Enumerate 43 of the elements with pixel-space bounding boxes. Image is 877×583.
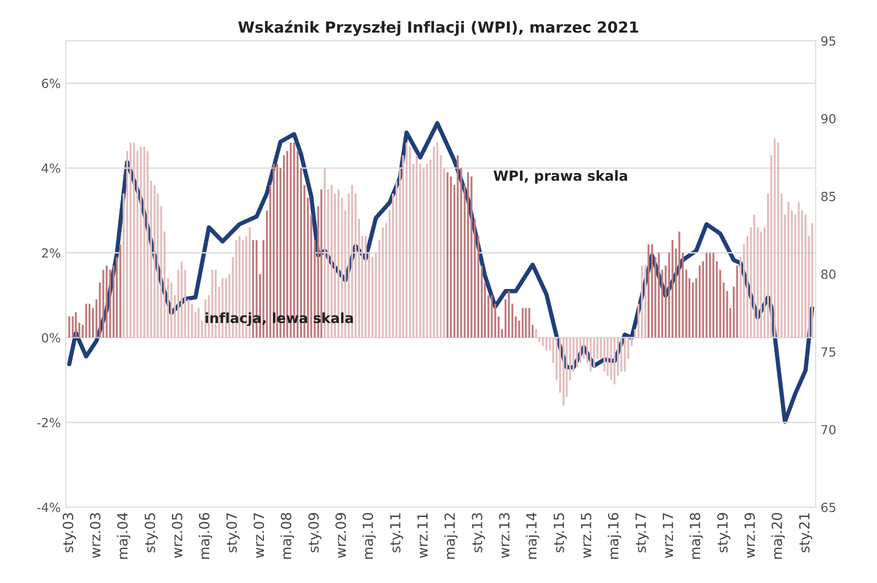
y-tick-label: 4% (42, 163, 60, 173)
x-tick-label: maj.10 (362, 512, 376, 559)
y-tick-label: -2% (37, 418, 60, 428)
y2-tick-label: 65 (821, 502, 836, 512)
y-tick-label: 6% (42, 78, 60, 88)
y-tick-label: 0% (42, 333, 60, 343)
x-tick-label: sty.19 (717, 513, 730, 552)
x-tick-label: wrz.09 (335, 513, 346, 558)
x-tick-label: sty.03 (62, 513, 76, 552)
x-tick-label: sty.05 (144, 513, 158, 552)
y-tick-label: 2% (42, 248, 60, 258)
y2-tick-label: 95 (821, 36, 836, 46)
y2-tick-label: 90 (821, 114, 836, 124)
x-tick-label: wrz.03 (90, 513, 100, 558)
x-tick-label: maj.14 (526, 512, 540, 559)
x-tick-label: wrz.05 (172, 513, 182, 558)
x-tick-label: maj.06 (198, 512, 212, 559)
chart-title: Wskaźnik Przyszłej Inflacji (WPI), marzec 2021 (238, 20, 638, 36)
x-tick-label: sty.11 (390, 513, 404, 552)
x-tick-label: wrz.17 (662, 513, 673, 558)
x-tick-label: wrz.15 (580, 513, 592, 558)
x-tick-label: wrz.07 (254, 513, 264, 558)
x-tick-label: sty.09 (308, 513, 322, 552)
x-tick-label: maj.04 (116, 512, 130, 559)
x-tick-label: sty.13 (472, 513, 486, 552)
x-tick-label: maj.12 (444, 513, 458, 559)
text: WPI, prawa skala (494, 170, 628, 184)
y2-tick-label: 80 (821, 269, 836, 279)
y2-tick-label: 70 (821, 424, 836, 434)
y2-tick-label: 75 (821, 347, 836, 357)
x-tick-label: maj.18 (690, 513, 703, 559)
y-tick-label: -4% (37, 502, 60, 512)
x-tick-label: maj.16 (608, 512, 622, 559)
x-tick-label: maj.08 (280, 513, 294, 559)
x-tick-label: wrz.19 (744, 513, 755, 558)
x-tick-label: sty.17 (636, 513, 649, 552)
x-tick-label: sty.07 (226, 513, 240, 552)
x-tick-label: wrz.11 (417, 513, 428, 558)
x-tick-label: sty.21 (799, 513, 812, 552)
x-tick-label: sty.15 (554, 513, 567, 552)
y2-tick-label: 85 (821, 192, 836, 202)
x-tick-label: maj.20 (771, 512, 785, 559)
x-tick-label: wrz.13 (499, 513, 510, 558)
